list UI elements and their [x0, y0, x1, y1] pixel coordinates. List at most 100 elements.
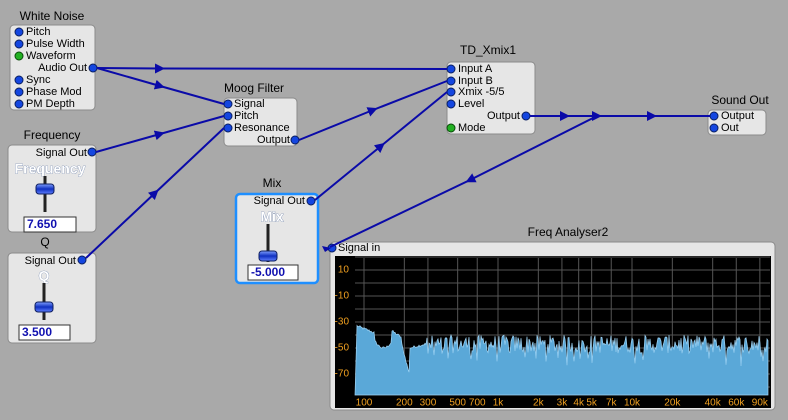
pin[interactable] [223, 99, 233, 109]
pin-label: Input B [458, 75, 493, 87]
x-axis-label: 60k [728, 398, 745, 409]
pin-label: Pitch [234, 110, 258, 122]
pin[interactable] [306, 196, 316, 206]
value: -5.000 [251, 265, 285, 279]
pin[interactable] [77, 255, 87, 265]
module-box [446, 61, 536, 135]
x-axis-label: 3k [557, 398, 569, 409]
slider-knob[interactable] [35, 183, 55, 195]
pin[interactable] [14, 99, 24, 109]
value-box[interactable] [23, 216, 77, 233]
wire[interactable] [96, 63, 448, 74]
y-axis-label: -10 [335, 291, 350, 302]
x-axis-label: 20k [664, 398, 681, 409]
module-q[interactable]: Q Signal Out Q 3.500 [7, 235, 97, 344]
y-axis-label: -70 [335, 369, 350, 380]
pin[interactable] [446, 64, 456, 74]
pin[interactable] [223, 123, 233, 133]
x-axis-label: 700 [469, 398, 486, 409]
pin[interactable] [14, 27, 24, 37]
x-axis-label: 200 [396, 398, 413, 409]
wire[interactable] [95, 115, 225, 153]
pin[interactable] [521, 111, 531, 121]
pin[interactable] [446, 99, 456, 109]
y-axis-label: -50 [335, 343, 350, 354]
module-frequency[interactable]: Frequency Signal Out Frequency 7.650 [7, 128, 97, 233]
pin-label: PM Depth [26, 98, 75, 110]
pin[interactable] [14, 39, 24, 49]
module-title: Sound Out [711, 93, 769, 107]
value-box[interactable] [247, 264, 299, 281]
pin-label: Output [487, 110, 520, 122]
pin-label: Resonance [234, 122, 290, 134]
pin-label: Level [458, 98, 484, 110]
pin-label: Input A [458, 63, 493, 75]
module-td-xmix[interactable]: TD_Xmix1 Input A Input B Xmix -5/5 Level… [446, 43, 536, 135]
slider-knob[interactable] [258, 250, 278, 262]
x-axis-label: 1k [493, 398, 505, 409]
y-axis-label: -30 [335, 317, 350, 328]
pin-label: Audio Out [38, 62, 87, 74]
module-freq-analyser[interactable]: Freq Analyser2 Signal in 10 -10 -30 -50 -70 1… [327, 225, 776, 411]
wire[interactable] [314, 91, 448, 201]
pin[interactable] [14, 75, 24, 85]
pin-label: Output [721, 110, 754, 122]
wire[interactable] [298, 80, 448, 141]
module-box [223, 97, 298, 147]
module-moog-filter[interactable]: Moog Filter Signal Pitch Resonance Outpu… [223, 81, 300, 147]
pin[interactable] [709, 123, 719, 133]
module-title: TD_Xmix1 [460, 43, 516, 57]
module-title: Mix [263, 176, 282, 190]
pin-label: Signal Out [254, 195, 305, 207]
x-axis-label: 500 [449, 398, 466, 409]
pin[interactable] [87, 147, 97, 157]
pin[interactable] [14, 51, 24, 61]
slider-knob[interactable] [34, 301, 54, 313]
pin[interactable] [709, 111, 719, 121]
pin-label: Pitch [26, 26, 50, 38]
pin[interactable] [14, 87, 24, 97]
wire[interactable] [329, 115, 598, 248]
x-axis-label: 90k [752, 398, 769, 409]
x-axis-label: 300 [420, 398, 437, 409]
pin-label: Mode [458, 122, 486, 134]
module-sound-out[interactable]: Sound Out Output Out [707, 93, 769, 136]
module-box [707, 109, 767, 136]
x-axis-label: 5k [586, 398, 598, 409]
pin-label: Waveform [26, 50, 76, 62]
module-box [7, 252, 97, 344]
module-mix[interactable]: Mix Signal Out Mix -5.000 [234, 176, 320, 285]
pin-label: Pulse Width [26, 38, 85, 50]
module-title: Moog Filter [224, 81, 284, 95]
wire-arrow [322, 246, 331, 252]
pin[interactable] [446, 76, 456, 86]
pin-label: Xmix -5/5 [458, 86, 504, 98]
module-title: White Noise [20, 9, 85, 23]
x-axis-label: 10k [624, 398, 641, 409]
pin[interactable] [223, 111, 233, 121]
control-label: Mix [260, 209, 284, 225]
control-label: Frequency [15, 161, 86, 177]
pin-label: Signal in [338, 242, 380, 254]
x-axis-label: 40k [705, 398, 722, 409]
wire[interactable] [96, 67, 225, 105]
pin-label: Sync [26, 74, 51, 86]
value: 7.650 [27, 217, 57, 231]
module-box [234, 192, 320, 285]
pin[interactable] [446, 123, 456, 133]
module-title: Freq Analyser2 [528, 225, 609, 239]
value: 3.500 [22, 325, 52, 339]
wire[interactable] [85, 127, 225, 259]
y-axis-label: 10 [338, 265, 350, 276]
spectrum [354, 324, 769, 396]
x-axis-label: 2k [533, 398, 545, 409]
pin[interactable] [88, 63, 98, 73]
pin-label: Phase Mod [26, 86, 82, 98]
x-axis-label: 4k [573, 398, 585, 409]
pin[interactable] [290, 135, 300, 145]
module-title: Frequency [24, 128, 81, 142]
pin[interactable] [446, 87, 456, 97]
module-white-noise[interactable]: White Noise Pitch Pulse Width Waveform A… [9, 9, 98, 111]
pin-label: Output [257, 134, 290, 146]
value-box[interactable] [18, 324, 71, 341]
